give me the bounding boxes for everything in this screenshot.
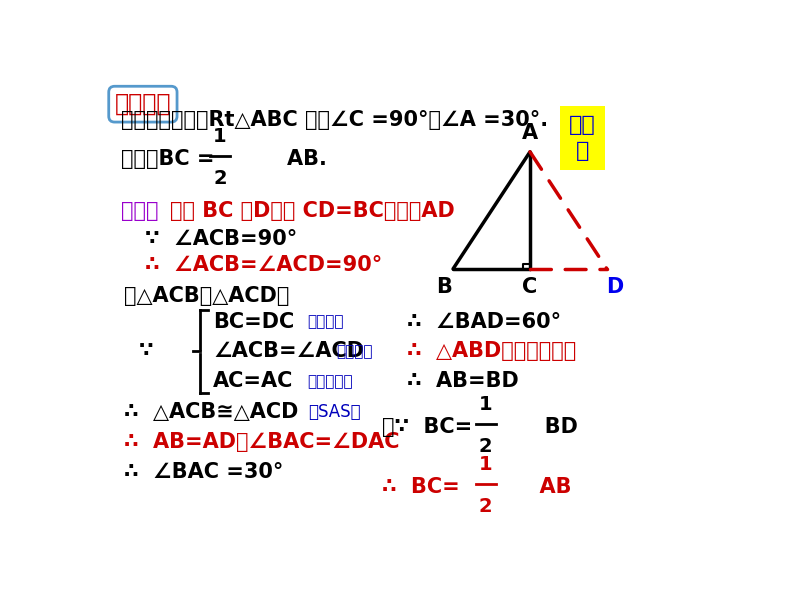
Text: B: B [436, 277, 452, 297]
Text: ∴  AB=BD: ∴ AB=BD [407, 371, 518, 392]
Text: ∠ACB=∠ACD: ∠ACB=∠ACD [213, 342, 364, 361]
Text: BC=DC: BC=DC [213, 312, 295, 331]
Text: 验证猜想: 验证猜想 [114, 92, 172, 116]
Text: 2: 2 [479, 437, 492, 457]
Text: （SAS）: （SAS） [309, 403, 361, 421]
Text: ∵  ∠ACB=90°: ∵ ∠ACB=90° [145, 229, 298, 249]
Text: （公共边）: （公共边） [307, 374, 353, 389]
Text: 1: 1 [479, 455, 492, 474]
Text: C: C [522, 277, 538, 297]
Text: ∴  △ABD是等边三角形: ∴ △ABD是等边三角形 [407, 342, 576, 361]
Text: 1: 1 [213, 127, 226, 146]
Text: ∴  ∠ACB=∠ACD=90°: ∴ ∠ACB=∠ACD=90° [145, 255, 383, 275]
Text: 延长 BC 到D，使 CD=BC，连接AD: 延长 BC 到D，使 CD=BC，连接AD [170, 201, 455, 222]
Text: A: A [522, 123, 538, 142]
Text: 2: 2 [213, 169, 226, 188]
Text: 已知：如图，在Rt△ABC 中，∠C =90°，∠A =30°.: 已知：如图，在Rt△ABC 中，∠C =90°，∠A =30°. [121, 110, 548, 130]
Text: 证明：: 证明： [121, 201, 158, 222]
Text: 补短
法: 补短 法 [569, 115, 596, 162]
Text: 求证：BC =          AB.: 求证：BC = AB. [121, 149, 326, 169]
Text: 1: 1 [479, 395, 492, 414]
Text: ∴  ∠BAC =30°: ∴ ∠BAC =30° [124, 462, 283, 482]
Text: ∵: ∵ [139, 342, 154, 361]
Text: 又∵  BC=          BD: 又∵ BC= BD [383, 417, 578, 437]
Text: D: D [607, 277, 623, 297]
Text: ∴  △ACB≅△ACD: ∴ △ACB≅△ACD [124, 402, 299, 422]
Text: ∴  BC=           AB: ∴ BC= AB [383, 477, 572, 497]
Text: ∴  AB=AD，∠BAC=∠DAC: ∴ AB=AD，∠BAC=∠DAC [124, 432, 399, 452]
Text: （所作）: （所作） [307, 314, 344, 329]
Text: AC=AC: AC=AC [213, 371, 294, 392]
Text: （已证）: （已证） [336, 344, 372, 359]
Text: 2: 2 [479, 497, 492, 516]
Text: ∴  ∠BAD=60°: ∴ ∠BAD=60° [407, 312, 561, 331]
Text: 在△ACB和△ACD中: 在△ACB和△ACD中 [124, 287, 289, 306]
